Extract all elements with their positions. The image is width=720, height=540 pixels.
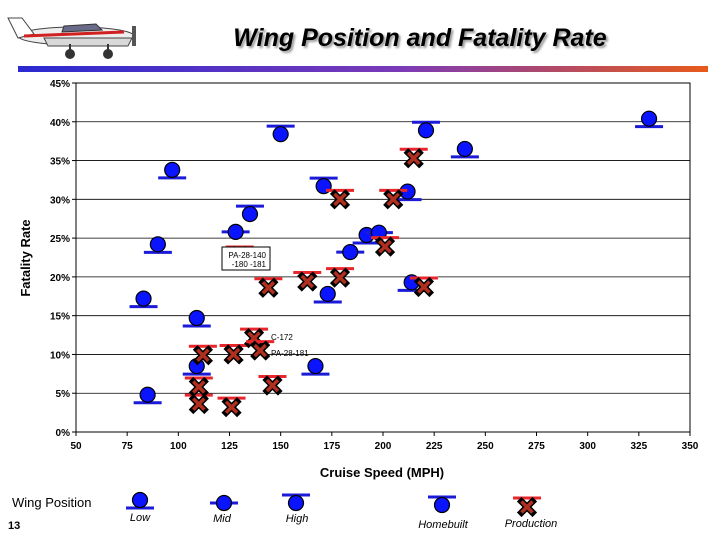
- homebuilt-mid-point: [342, 243, 359, 261]
- homebuilt-high-point: [417, 122, 435, 139]
- homebuilt-high-point: [241, 205, 259, 223]
- legend-low-marker: [131, 491, 149, 509]
- production-point: [262, 375, 283, 396]
- cross-stroke: [333, 192, 347, 207]
- y-tick-label: 15%: [50, 312, 70, 323]
- cross-stroke: [417, 280, 431, 294]
- x-tick-label: 125: [221, 441, 238, 452]
- cross-stroke: [378, 239, 392, 254]
- annotation-pa28-181: PA-28-181: [271, 349, 309, 358]
- annotations: PA-28-140 -180 -181 C-172 PA-28-181: [221, 246, 309, 358]
- x-tick-label: 300: [579, 441, 596, 452]
- homebuilt-low-point: [456, 140, 473, 158]
- x-tick-label: 350: [682, 441, 699, 452]
- x-tick-label: 100: [170, 441, 187, 452]
- plot-area: [75, 82, 691, 433]
- homebuilt-low-point: [149, 236, 166, 253]
- y-tick-label: 45%: [50, 79, 70, 90]
- legend-label-homebuilt: Homebuilt: [418, 519, 468, 531]
- cross-stroke: [196, 348, 210, 362]
- x-tick-label: 50: [70, 441, 82, 452]
- legend-production-marker: [516, 496, 538, 518]
- production-point: [329, 189, 351, 210]
- x-tick-label: 225: [426, 441, 443, 452]
- x-axis-label: Cruise Speed (MPH): [320, 465, 444, 480]
- y-axis-label: Fatality Rate: [18, 219, 33, 296]
- production-point: [221, 397, 242, 418]
- annotation-pa28-140: PA-28-140: [228, 251, 266, 260]
- homebuilt-low-point: [139, 386, 156, 403]
- homebuilt-low-point: [164, 161, 181, 178]
- legend-label-high: High: [286, 513, 309, 525]
- x-tick-label: 200: [375, 441, 392, 452]
- production-point: [258, 277, 279, 298]
- x-tick-label: 150: [272, 441, 289, 452]
- axes: 0% 5% 10% 15% 20% 25% 30% 35% 40% 45% 50 75 100 125 15…: [50, 79, 699, 452]
- production-point: [223, 344, 244, 365]
- y-tick-label: 30%: [50, 195, 70, 206]
- slide-number: 13: [8, 520, 21, 532]
- airplane-icon: [7, 17, 136, 59]
- production-point: [383, 189, 404, 210]
- annotation-pa28-180: -180 -181: [232, 260, 267, 269]
- production-point: [297, 271, 318, 292]
- legend-label-low: Low: [130, 512, 151, 524]
- x-tick-label: 75: [122, 441, 134, 452]
- production-point: [329, 267, 351, 288]
- x-tick-label: 275: [528, 441, 545, 452]
- production-point: [403, 148, 424, 169]
- production-point: [413, 276, 435, 298]
- cross-stroke: [406, 151, 421, 165]
- cross-stroke: [192, 397, 206, 411]
- production-point: [250, 340, 271, 361]
- cross-stroke: [386, 192, 400, 207]
- page-title: Wing Position and Fatality Rate: [233, 24, 607, 52]
- cross-stroke: [261, 281, 276, 295]
- legend-high-marker: [287, 494, 305, 512]
- x-tick-label: 325: [630, 441, 647, 452]
- annotation-c172: C-172: [271, 333, 293, 342]
- production-point: [188, 393, 209, 415]
- y-tick-label: 10%: [50, 350, 70, 361]
- cross-stroke: [224, 400, 239, 414]
- x-tick-label: 175: [323, 441, 340, 452]
- data-marks: [129, 110, 664, 418]
- homebuilt-mid-point: [227, 223, 244, 241]
- y-tick-label: 40%: [50, 118, 70, 129]
- homebuilt-low-point: [640, 110, 658, 127]
- legend-mid-marker: [215, 494, 233, 512]
- homebuilt-low-point: [188, 309, 205, 327]
- production-point: [192, 345, 213, 366]
- cross-stroke: [333, 270, 347, 285]
- cross-stroke: [300, 274, 315, 289]
- cross-stroke: [265, 378, 280, 393]
- annotation-box: [221, 246, 271, 271]
- legend: Wing Position Low Mid High Homebuilt Product…: [12, 491, 558, 531]
- legend-label-mid: Mid: [213, 513, 232, 525]
- homebuilt-low-point: [135, 290, 152, 307]
- y-tick-label: 35%: [50, 157, 70, 168]
- homebuilt-high-point: [272, 126, 289, 143]
- legend-title: Wing Position: [12, 495, 91, 510]
- legend-homebuilt-marker: [433, 496, 451, 514]
- homebuilt-low-point: [307, 357, 324, 375]
- y-tick-label: 20%: [50, 273, 70, 284]
- y-tick-label: 25%: [50, 234, 70, 245]
- production-point: [188, 376, 209, 398]
- title-divider: [18, 66, 708, 72]
- production-point: [374, 236, 396, 257]
- legend-label-production: Production: [505, 518, 558, 530]
- cross-stroke: [520, 500, 534, 514]
- homebuilt-low-point: [319, 285, 336, 303]
- cross-stroke: [192, 380, 206, 394]
- y-tick-label: 5%: [56, 389, 71, 400]
- y-tick-label: 0%: [56, 428, 71, 439]
- x-tick-label: 250: [477, 441, 494, 452]
- cross-stroke: [226, 347, 241, 362]
- cross-stroke: [253, 343, 267, 358]
